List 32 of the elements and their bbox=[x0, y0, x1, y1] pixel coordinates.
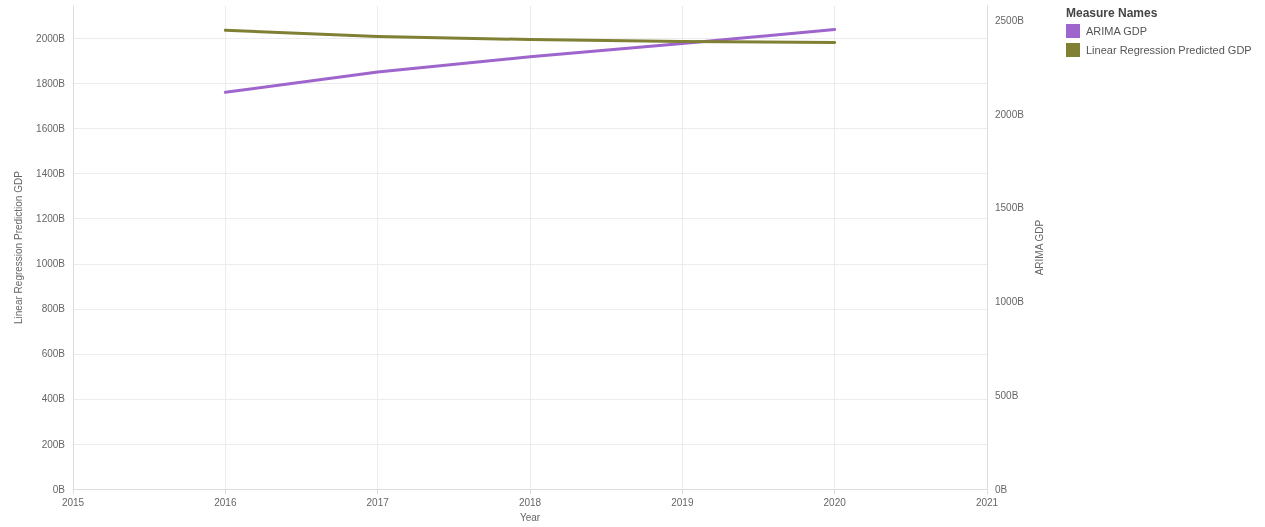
legend-title: Measure Names bbox=[1066, 6, 1159, 20]
x-tick-label: 2016 bbox=[214, 496, 237, 508]
y-tick-label: 600B bbox=[41, 348, 66, 360]
x-tick-label: 2019 bbox=[671, 496, 694, 508]
y2-tick-label: 2500B bbox=[995, 14, 1025, 26]
y-tick-label: 1600B bbox=[36, 123, 66, 135]
y2-tick-label: 1000B bbox=[995, 296, 1025, 308]
y-axis-title: Linear Regression Prediction GDP bbox=[12, 170, 24, 324]
y-tick-label: 400B bbox=[41, 393, 66, 405]
y-tick-label: 2000B bbox=[36, 32, 66, 44]
y-tick-label: 200B bbox=[41, 438, 66, 450]
y2-tick-label: 2000B bbox=[995, 108, 1025, 120]
legend-label: Linear Regression Predicted GDP bbox=[1086, 44, 1252, 56]
y-tick-label: 1400B bbox=[36, 168, 66, 180]
y-tick-label: 1200B bbox=[36, 213, 66, 225]
y-tick-label: 1000B bbox=[36, 258, 66, 270]
line-series bbox=[223, 27, 837, 94]
y2-axis-title: ARIMA GDP bbox=[1034, 219, 1046, 276]
y-tick-label: 0B bbox=[52, 483, 66, 495]
x-tick-label: 2018 bbox=[518, 496, 542, 508]
y2-tick-label: 1500B bbox=[995, 202, 1025, 214]
y2-tick-label: 500B bbox=[995, 389, 1019, 401]
y-tick-label: 800B bbox=[41, 303, 66, 315]
x-tick-label: 2015 bbox=[61, 496, 85, 508]
y-tick-label: 1800B bbox=[36, 78, 66, 90]
x-tick-label: 2021 bbox=[975, 496, 999, 508]
x-axis-title: Year bbox=[519, 511, 541, 523]
x-tick-label: 2017 bbox=[366, 496, 390, 508]
legend-label: ARIMA GDP bbox=[1086, 25, 1148, 37]
x-tick-label: 2020 bbox=[823, 496, 847, 508]
y2-tick-label: 0B bbox=[995, 483, 1008, 495]
line-series bbox=[223, 28, 837, 44]
